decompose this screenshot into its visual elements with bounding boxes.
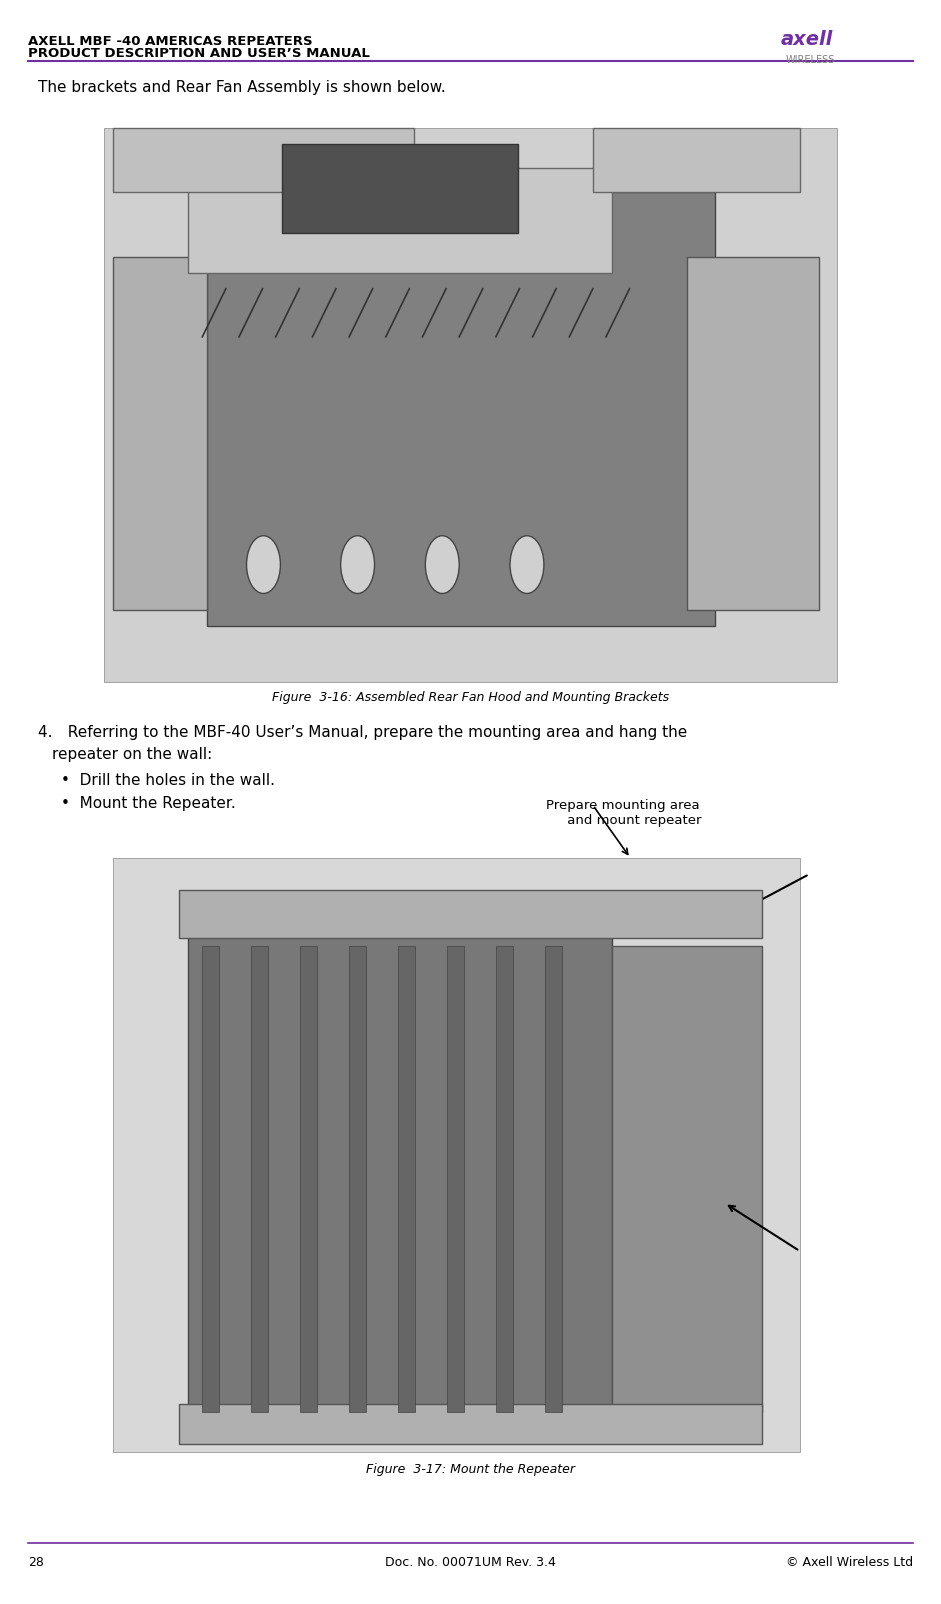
Text: 28: 28	[28, 1556, 44, 1569]
FancyBboxPatch shape	[251, 946, 268, 1412]
FancyBboxPatch shape	[593, 128, 800, 192]
FancyBboxPatch shape	[398, 946, 415, 1412]
FancyBboxPatch shape	[104, 128, 837, 682]
FancyBboxPatch shape	[447, 946, 464, 1412]
Text: •  Drill the holes in the wall.: • Drill the holes in the wall.	[61, 773, 275, 788]
FancyBboxPatch shape	[113, 858, 800, 1452]
Text: •  Mount the Repeater.: • Mount the Repeater.	[61, 796, 236, 810]
FancyBboxPatch shape	[179, 1404, 762, 1444]
Text: Doc. No. 00071UM Rev. 3.4: Doc. No. 00071UM Rev. 3.4	[385, 1556, 556, 1569]
FancyBboxPatch shape	[282, 144, 518, 233]
FancyBboxPatch shape	[113, 257, 207, 610]
Text: Prepare mounting area
     and mount repeater: Prepare mounting area and mount repeater	[546, 799, 701, 826]
Text: WIRELESS: WIRELESS	[786, 55, 835, 64]
Circle shape	[247, 536, 280, 593]
Text: © Axell Wireless Ltd: © Axell Wireless Ltd	[786, 1556, 913, 1569]
FancyBboxPatch shape	[179, 890, 762, 938]
Text: 4. Referring to the MBF-40 User’s Manual, prepare the mounting area and hang the: 4. Referring to the MBF-40 User’s Manual…	[38, 725, 687, 739]
Text: PRODUCT DESCRIPTION AND USER’S MANUAL: PRODUCT DESCRIPTION AND USER’S MANUAL	[28, 47, 370, 59]
Text: Figure  3-16: Assembled Rear Fan Hood and Mounting Brackets: Figure 3-16: Assembled Rear Fan Hood and…	[272, 691, 669, 704]
Circle shape	[510, 536, 544, 593]
FancyBboxPatch shape	[207, 192, 715, 626]
FancyBboxPatch shape	[188, 168, 612, 273]
FancyBboxPatch shape	[612, 946, 762, 1412]
FancyBboxPatch shape	[202, 946, 219, 1412]
Circle shape	[425, 536, 459, 593]
FancyBboxPatch shape	[349, 946, 366, 1412]
FancyBboxPatch shape	[545, 946, 562, 1412]
Text: The brackets and Rear Fan Assembly is shown below.: The brackets and Rear Fan Assembly is sh…	[38, 80, 445, 95]
Text: repeater on the wall:: repeater on the wall:	[52, 747, 212, 762]
Text: Figure  3-17: Mount the Repeater: Figure 3-17: Mount the Repeater	[366, 1463, 575, 1476]
FancyBboxPatch shape	[496, 946, 513, 1412]
Text: AXELL MBF -40 AMERICAS REPEATERS: AXELL MBF -40 AMERICAS REPEATERS	[28, 35, 312, 48]
FancyBboxPatch shape	[188, 922, 612, 1420]
FancyBboxPatch shape	[113, 128, 414, 192]
Text: axell: axell	[781, 30, 834, 50]
Circle shape	[341, 536, 375, 593]
FancyBboxPatch shape	[300, 946, 317, 1412]
FancyBboxPatch shape	[687, 257, 819, 610]
